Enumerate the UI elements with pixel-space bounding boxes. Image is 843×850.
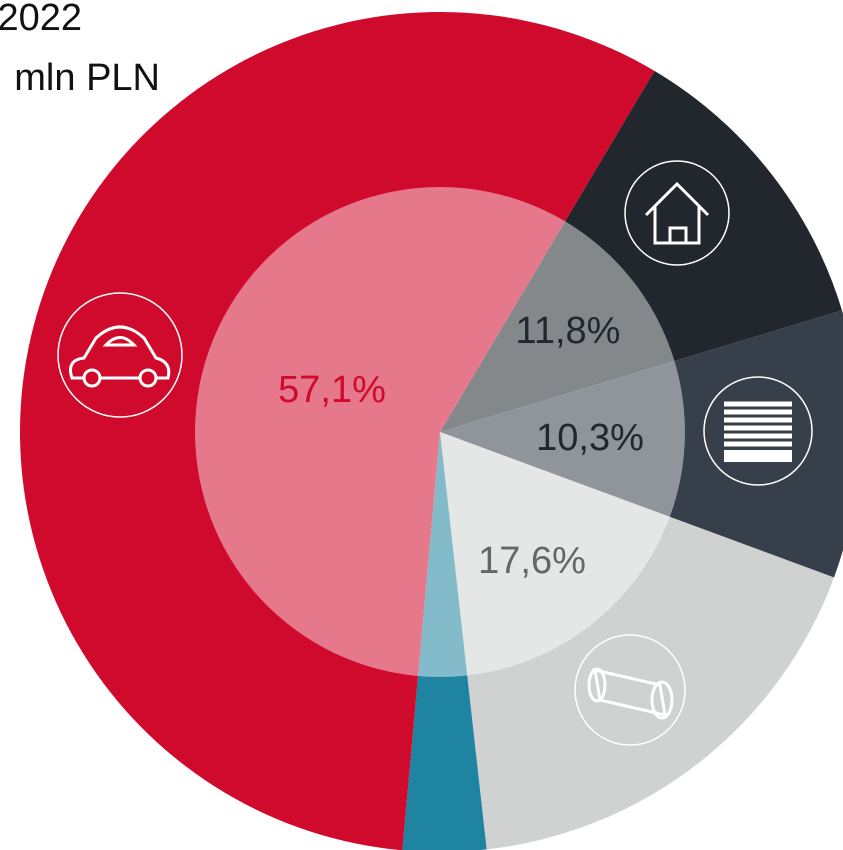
inner-overlay [195,187,685,677]
value-label: 11,8% [516,310,621,352]
pie-slice [402,432,487,850]
icon-roller [574,634,686,746]
chart-subtitle: mln PLN [14,57,160,99]
icon-shutter [703,376,813,486]
icon-house [624,160,730,266]
value-label: 17,6% [478,540,586,582]
icon-car [57,292,183,418]
slices [20,12,843,850]
pie-slice [20,12,655,850]
pie-slice [440,432,835,850]
value-label: 10,3% [536,417,644,459]
value-label: 57,1% [278,369,386,411]
pie-slice [440,310,843,578]
chart-title: 2022 [0,0,82,39]
